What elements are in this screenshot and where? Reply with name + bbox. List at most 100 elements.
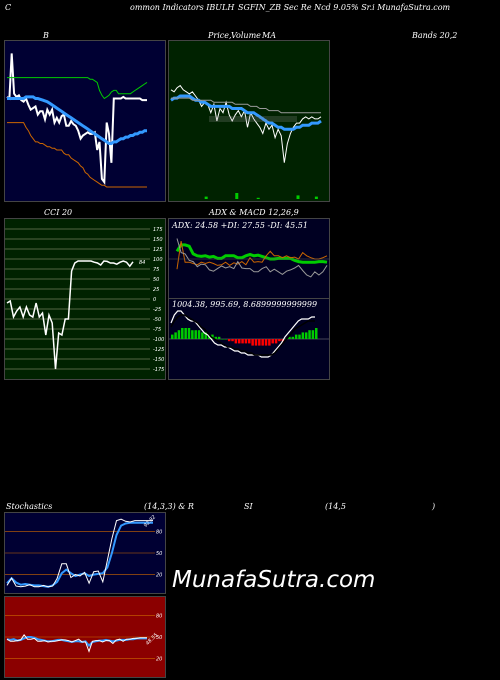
stochastics-series-white	[6, 518, 153, 588]
rsi-series-white	[6, 633, 147, 653]
stoch-title-left: Stochastics	[6, 502, 53, 511]
stoch-tick-label: 50	[156, 551, 162, 557]
macd-bar	[294, 334, 298, 339]
price-ma-panel	[168, 40, 330, 202]
macd-bar	[234, 339, 238, 344]
macd-bar	[237, 339, 241, 344]
rsi-series-blue	[6, 636, 147, 648]
cci-tick-label: -150	[153, 357, 164, 363]
rsi-panel: 80 50 20 48.55	[4, 596, 166, 678]
cci-value-label: 84	[139, 260, 145, 266]
stoch-tick-label: 80	[156, 529, 162, 535]
cci-panel: 175 150 125 100 75 50 25 0 -25 -50 -75 -100 -125 -150…	[4, 218, 166, 380]
bollinger-series-orange	[7, 122, 147, 188]
stoch-title-end: )	[432, 502, 436, 511]
stoch-title-rsi: (14,5	[325, 502, 346, 511]
price-ma-title-volume: Volume	[231, 31, 261, 40]
stoch-chart: 80 50 20 92.92	[5, 514, 162, 588]
macd-bar	[315, 328, 318, 339]
macd-bar	[251, 339, 254, 346]
macd-bar	[274, 339, 278, 344]
adx-panel: ADX: 24.58 +DI: 27.55 -DI: 45.51	[168, 218, 330, 300]
adx-chart	[169, 238, 329, 278]
macd-bar	[181, 328, 184, 339]
volume-bar	[204, 196, 208, 199]
macd-readout: 1004.38, 995.69, 8.6899999999999	[172, 300, 318, 309]
macd-bar	[301, 332, 305, 339]
price-ma-title-prefix: Price,	[208, 31, 232, 40]
rsi-tick-label: 80	[156, 613, 162, 619]
bollinger-panel	[4, 40, 166, 202]
bollinger-series-blue	[7, 95, 147, 145]
macd-bar	[254, 339, 258, 346]
macd-bar	[258, 339, 261, 346]
macd-chart	[169, 310, 329, 358]
cci-tick-label: 25	[153, 287, 159, 293]
stochastics-series-blue	[6, 521, 153, 588]
macd-bar	[201, 332, 204, 339]
macd-bar	[197, 330, 201, 339]
macd-bar	[174, 332, 177, 339]
cci-tick-label: -50	[153, 317, 161, 323]
macd-bar	[261, 339, 264, 346]
rsi-tick-label: 20	[156, 657, 162, 663]
stoch-tick-label: 20	[156, 573, 162, 579]
header-indicators: ommon Indicators IBULH	[130, 3, 235, 12]
macd-bar	[214, 336, 218, 339]
macd-bar	[271, 339, 274, 344]
macd-bar	[241, 339, 244, 344]
header-c: C	[5, 3, 12, 12]
bollinger-title: B	[43, 31, 49, 40]
cci-tick-label: -100	[153, 337, 164, 343]
price_ma-series-grey	[171, 97, 321, 114]
bollinger-series-green	[7, 77, 148, 100]
macd-bar	[288, 336, 291, 339]
macd-bar	[298, 334, 301, 339]
macd-bar	[311, 330, 315, 339]
cci-title: CCI 20	[44, 208, 73, 217]
macd-bar	[268, 339, 271, 346]
macd-bar	[308, 330, 311, 339]
macd-bar	[227, 339, 231, 342]
cci-tick-label: -25	[153, 307, 161, 313]
macd-bar	[244, 339, 248, 344]
macd-bar	[187, 328, 191, 339]
adx-readout: ADX: 24.58 +DI: 27.55 -DI: 45.51	[172, 221, 308, 230]
macd-bar	[304, 332, 308, 339]
macd-bar	[221, 339, 224, 340]
adx-series-green	[175, 243, 328, 264]
cci-tick-label: 0	[153, 297, 156, 303]
macd-bar	[278, 339, 281, 342]
macd-bar	[177, 330, 181, 339]
macd-bar	[217, 336, 221, 339]
macd-bar	[184, 328, 187, 339]
bollinger-series-white	[6, 53, 147, 185]
cci-tick-label: 100	[153, 257, 163, 263]
macd-bar	[224, 339, 228, 340]
macd-bar	[248, 339, 251, 344]
price-ma-chart	[170, 84, 322, 199]
cci-series-white	[6, 260, 134, 370]
adx-series-grey	[176, 238, 328, 278]
adx-series-orange	[176, 241, 328, 270]
macd-series-black	[170, 314, 315, 356]
macd-bar	[264, 339, 268, 346]
cci-tick-label: -125	[153, 347, 164, 353]
macd-bar	[194, 330, 197, 339]
cci-tick-label: 150	[153, 237, 163, 243]
header-symbol: SGFIN_ZB Sec Re Ncd 9.05% Sr.i MunafaSut…	[238, 3, 451, 12]
volume-bar	[314, 196, 318, 199]
bands-title: Bands 20,2	[412, 31, 458, 40]
cci-tick-label: -75	[153, 327, 161, 333]
watermark: MunafaSutra.com	[172, 567, 376, 593]
macd-bar	[231, 339, 234, 342]
cci-tick-label: 175	[153, 227, 163, 233]
stoch-title-mid: (14,3,3) & R	[144, 502, 194, 511]
macd-bar	[204, 332, 207, 339]
volume-bar	[235, 193, 239, 199]
cci-tick-label: 75	[153, 267, 159, 273]
stoch-panel: 80 50 20 92.92	[4, 512, 166, 594]
rsi-tick-label: 50	[156, 635, 162, 641]
cci-tick-label: -175	[153, 367, 164, 373]
